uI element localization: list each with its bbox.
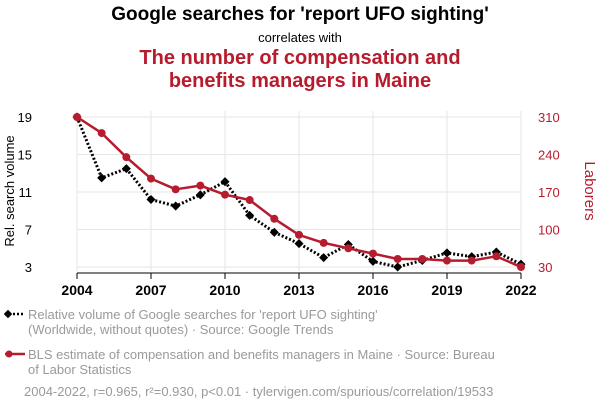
chart-title-secondary: The number of compensation and benefits … [0,47,600,93]
managers-point [196,181,205,190]
legend-managers-line1: BLS estimate of compensation and benefit… [28,347,495,362]
managers-point [418,254,427,263]
legend-searches-line1: Relative volume of Google searches for '… [28,307,378,322]
managers-point [147,174,155,183]
searches-point [97,173,107,183]
series-group [72,112,526,272]
managers-point [443,256,451,265]
y-axis-right: 30 100 170 240 310 [538,110,560,275]
legend-managers-line2: of Labor Statistics [28,362,132,377]
x-tick-label: 2004 [61,282,92,298]
managers-point [295,230,303,239]
y-right-tick-label: 30 [538,260,552,275]
x-tick-label: 2007 [135,282,166,298]
searches-point [245,210,255,220]
legend-marker-searches [4,309,25,319]
managers-point [517,263,525,271]
y-left-tick-label: 15 [18,148,32,163]
searches-point [294,239,304,249]
managers-point [171,185,180,194]
managers-point [73,113,81,121]
y-right-tick-label: 170 [538,185,560,200]
y-left-tick-label: 19 [18,110,32,125]
x-axis: 2004 2007 2010 2013 2016 2019 2022 [61,272,537,298]
managers-point [393,254,402,263]
x-tick-label: 2010 [209,282,240,298]
y-right-tick-label: 240 [538,148,560,163]
y-right-tick-label: 100 [538,223,560,238]
title2-line1: The number of compensation and [139,47,461,69]
legend-marker-managers [5,350,25,358]
chart-subtitle: correlates with [258,30,342,45]
y-axis-left-label: Rel. search volume [2,135,17,246]
y-left-tick-label: 3 [25,260,32,275]
managers-point [344,244,353,253]
managers-point [122,153,131,162]
gridlines [76,111,522,271]
managers-point [319,238,328,247]
managers-point [369,249,377,258]
x-tick-label: 2022 [505,282,536,298]
managers-point [492,252,501,261]
x-tick-label: 2013 [283,282,314,298]
y-right-tick-label: 310 [538,110,560,125]
managers-point [467,256,476,265]
y-axis-right-label: Laborers [581,161,598,220]
footnote: 2004-2022, r=0.965, r²=0.930, p<0.01 · t… [24,384,494,399]
y-left-tick-label: 11 [19,185,33,200]
legend-searches-line2: (Worldwide, without quotes) · Source: Go… [28,322,334,337]
managers-point [221,190,229,199]
chart-title: Google searches for 'report UFO sighting… [111,4,489,25]
searches-point [442,248,452,258]
x-tick-label: 2019 [431,282,462,298]
searches-point [146,194,156,205]
managers-point [97,129,106,138]
searches-point [220,177,230,187]
managers-point [245,196,254,205]
searches-point [393,262,403,272]
y-axis-left: 3 7 11 15 19 [18,110,32,275]
x-tick-label: 2016 [357,282,388,298]
y-left-tick-label: 7 [25,223,32,238]
searches-point [319,253,329,263]
searches-point [171,201,181,211]
managers-point [270,214,279,223]
title2-line2: benefits managers in Maine [168,70,432,92]
